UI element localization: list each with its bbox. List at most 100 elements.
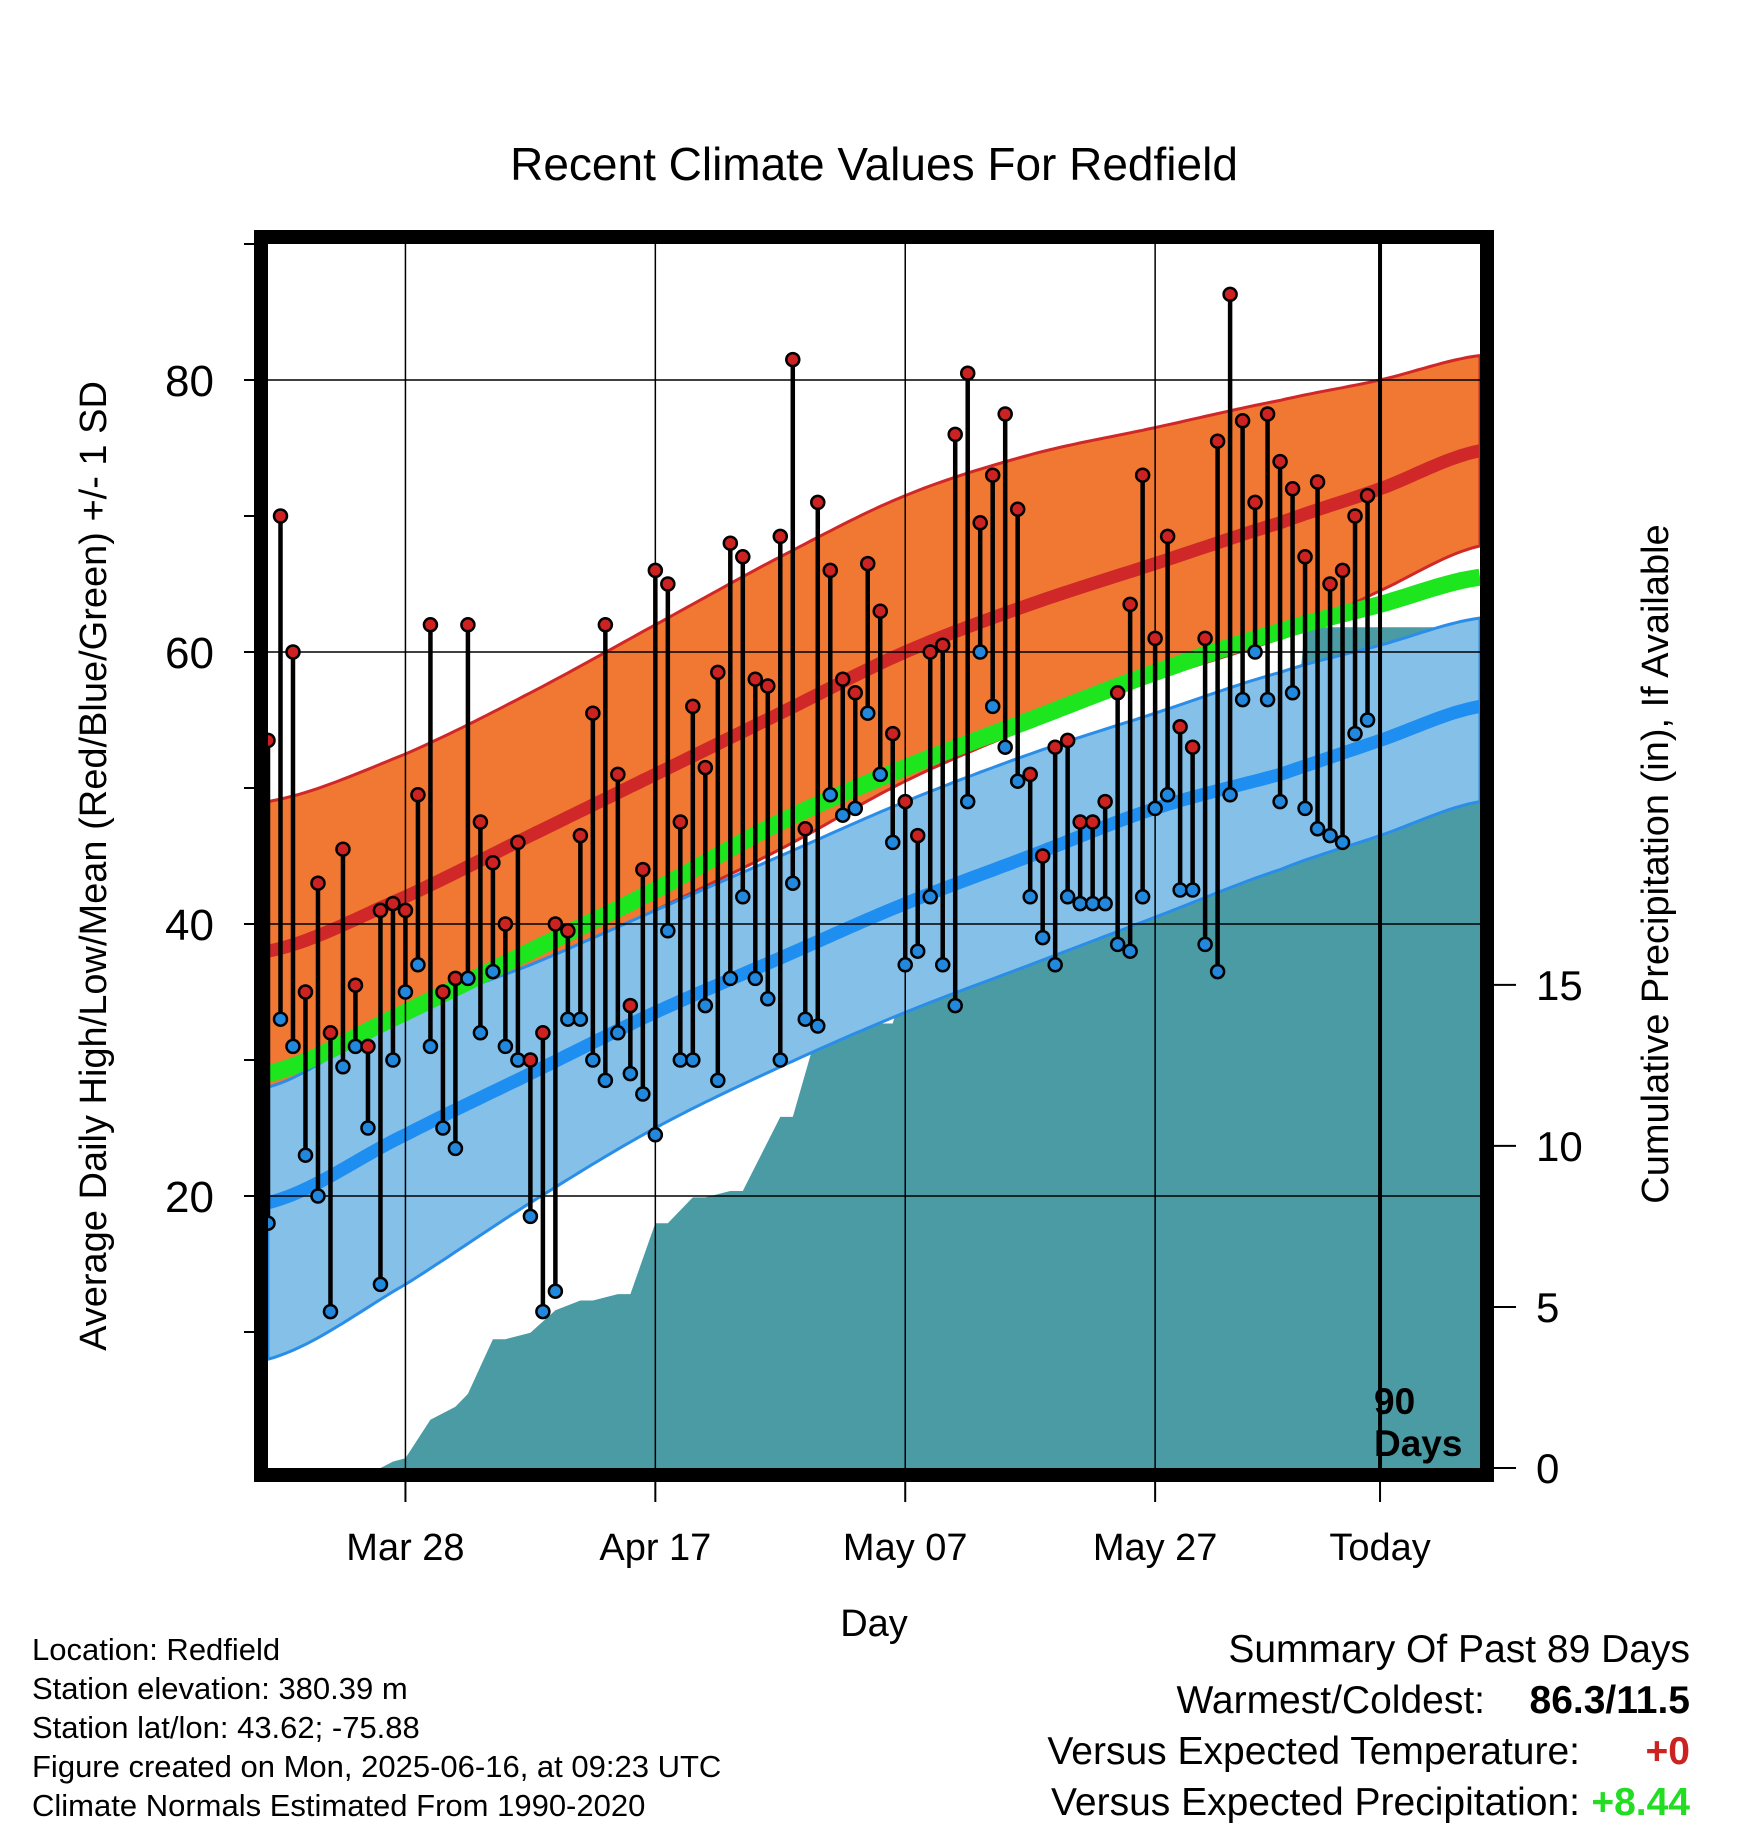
low-point (1334, 834, 1351, 851)
high-point (622, 997, 639, 1014)
high-point (1022, 766, 1038, 783)
low-point (722, 970, 739, 987)
low-point (1247, 644, 1263, 660)
high-point (597, 617, 614, 633)
x-axis-label: Day (840, 1603, 908, 1645)
low-point (860, 705, 876, 721)
low-point (285, 1038, 301, 1055)
low-point (934, 957, 951, 973)
low-point (710, 1072, 726, 1089)
high-point (1097, 793, 1113, 810)
low-point (660, 923, 676, 939)
low-point (822, 787, 839, 803)
high-point (1072, 814, 1088, 830)
latlon-text: Station lat/lon: 43.62; -75.88 (32, 1710, 420, 1745)
high-point (1234, 413, 1251, 429)
high-point (522, 1052, 539, 1068)
high-point (322, 1025, 339, 1041)
low-point (597, 1072, 614, 1089)
low-point (810, 1018, 826, 1034)
location-text: Location: Redfield (32, 1632, 281, 1667)
high-point (335, 841, 351, 857)
low-point (435, 1120, 451, 1136)
y-axis-label: Average Daily High/Low/Mean (Red/Blue/Gr… (73, 381, 115, 1351)
high-point (535, 1025, 551, 1041)
low-point (1022, 889, 1038, 905)
y2-axis-label: Cumulative Precipitation (in), If Availa… (1635, 524, 1677, 1203)
high-point (397, 902, 414, 919)
high-point (984, 467, 1001, 483)
low-point (610, 1025, 626, 1041)
x-tick-label: Mar 28 (346, 1527, 464, 1569)
low-point (697, 997, 714, 1014)
high-point (1034, 848, 1051, 864)
high-point (710, 664, 726, 681)
high-point (1309, 474, 1326, 490)
low-point (947, 997, 963, 1014)
normals-text: Climate Normals Estimated From 1990-2020 (32, 1788, 646, 1823)
high-point (934, 637, 951, 653)
plot-border (254, 230, 1494, 1482)
low-point (635, 1086, 651, 1102)
precip-label: Versus Expected Precipitation: (1051, 1781, 1580, 1824)
high-point (959, 365, 976, 381)
low-point (622, 1065, 639, 1082)
low-point (1284, 685, 1301, 701)
high-point (272, 508, 289, 524)
high-point (1159, 528, 1176, 545)
station-info: Location: Redfield Station elevation: 38… (32, 1630, 721, 1825)
high-point (760, 678, 776, 694)
low-point (1072, 895, 1088, 912)
low-point (1172, 882, 1188, 898)
high-point (735, 549, 751, 565)
low-point (1122, 943, 1138, 959)
today-days-label-2: Days (1374, 1423, 1462, 1464)
low-point (510, 1052, 526, 1068)
low-point (872, 766, 888, 783)
low-point (1297, 800, 1313, 817)
low-point (922, 889, 938, 905)
low-point (972, 644, 988, 660)
low-point (360, 1120, 376, 1136)
y2-tick-label: 5 (1536, 1284, 1559, 1331)
low-point (1034, 929, 1051, 946)
low-point (572, 1011, 589, 1027)
low-point (909, 943, 926, 959)
high-point (797, 821, 814, 837)
low-point (322, 1303, 339, 1320)
y2-tick-label: 10 (1536, 1123, 1583, 1170)
low-point (1322, 827, 1338, 844)
high-point (1209, 433, 1226, 449)
high-point (510, 834, 526, 851)
high-point (1197, 630, 1213, 647)
low-point (1059, 889, 1076, 905)
high-point (297, 984, 314, 1000)
high-point (1122, 596, 1138, 613)
high-point (1047, 739, 1063, 755)
high-point (460, 617, 476, 633)
high-point (772, 528, 789, 545)
precip-value: +8.44 (1591, 1781, 1690, 1824)
high-point (860, 555, 876, 572)
low-point (335, 1059, 351, 1075)
plot-frame (254, 230, 1494, 1482)
low-point (1259, 691, 1276, 708)
low-point (535, 1303, 551, 1320)
low-point (447, 1140, 464, 1157)
high-point (1259, 406, 1276, 422)
y2-tick-label: 15 (1536, 962, 1583, 1009)
low-point (585, 1052, 601, 1068)
daily-points-layer (260, 286, 1376, 1320)
low-point (297, 1147, 314, 1163)
high-point (1184, 739, 1201, 755)
y-tick-label: 80 (165, 357, 214, 406)
axes-layer: 20 40 60 80 0 5 10 15 Mar 28 Apr 17 May 07 May 27 To… (165, 243, 1583, 1569)
low-point (1009, 773, 1026, 789)
high-point (385, 895, 401, 912)
high-point (835, 671, 851, 687)
low-point (897, 957, 913, 973)
y-tick-label: 40 (165, 901, 214, 950)
high-point (572, 827, 589, 844)
low-point (1359, 712, 1376, 728)
